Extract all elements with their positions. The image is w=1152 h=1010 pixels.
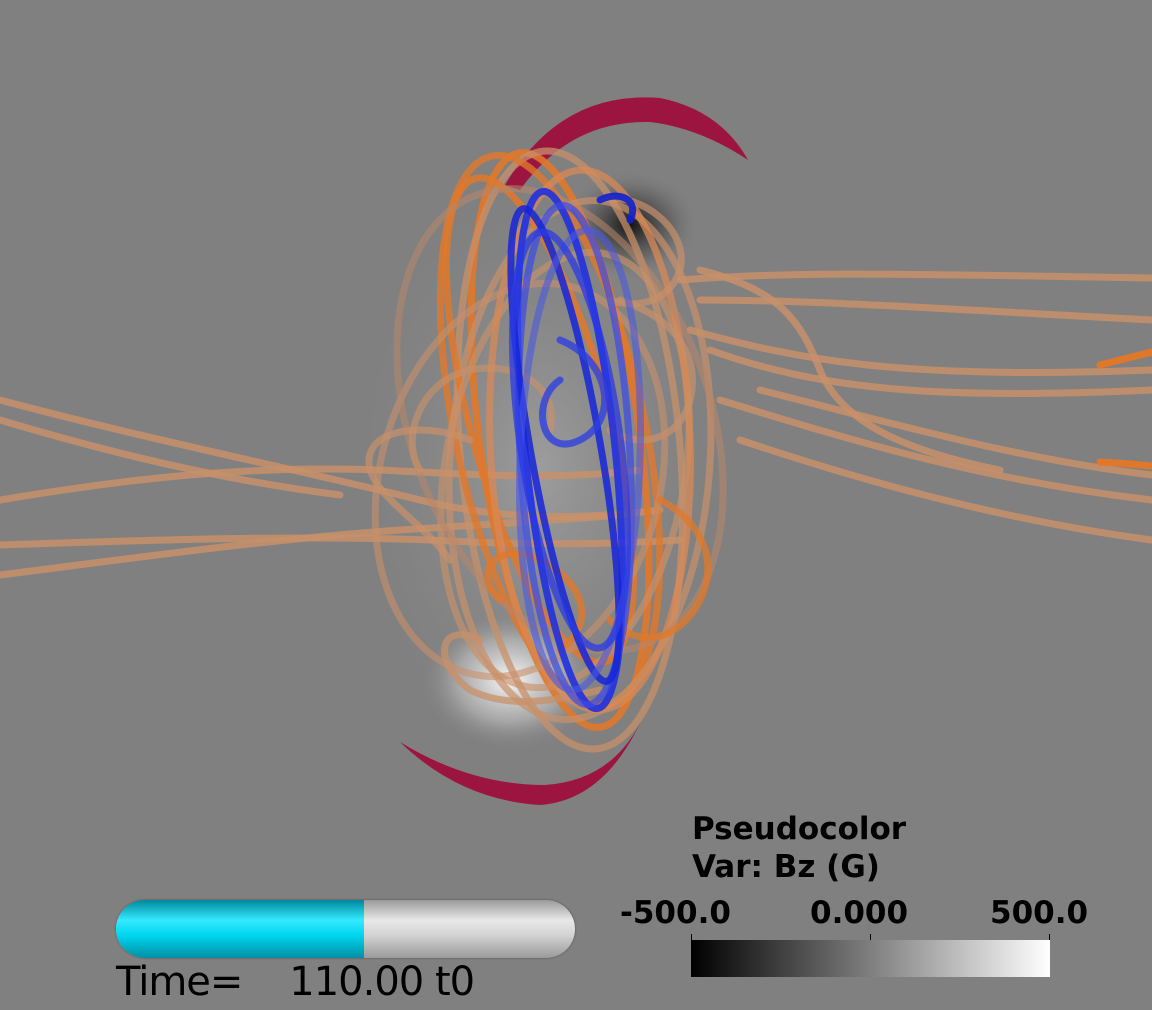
colorbar-tick-mid — [870, 934, 871, 942]
colorbar-tick-max — [1049, 934, 1050, 942]
colorbar-max-label: 500.0 — [990, 895, 1089, 931]
legend-plot-type: Pseudocolor — [692, 811, 907, 847]
time-slider[interactable] — [116, 900, 575, 958]
legend-variable-label: Var: Bz (G) — [692, 849, 880, 885]
time-label: Time= 110.00 t0 — [116, 959, 475, 1005]
stray-orange-lines — [1096, 348, 1152, 470]
colorbar-mid-label: 0.000 — [810, 895, 909, 931]
colorbar-tick-min — [691, 934, 692, 942]
time-slider-fill — [116, 900, 364, 958]
core-flux-rope — [507, 187, 644, 713]
top-arc — [505, 97, 748, 190]
colorbar-min-label: -500.0 — [620, 895, 731, 931]
bottom-arc — [400, 705, 648, 805]
colorbar-gradient — [691, 940, 1050, 977]
